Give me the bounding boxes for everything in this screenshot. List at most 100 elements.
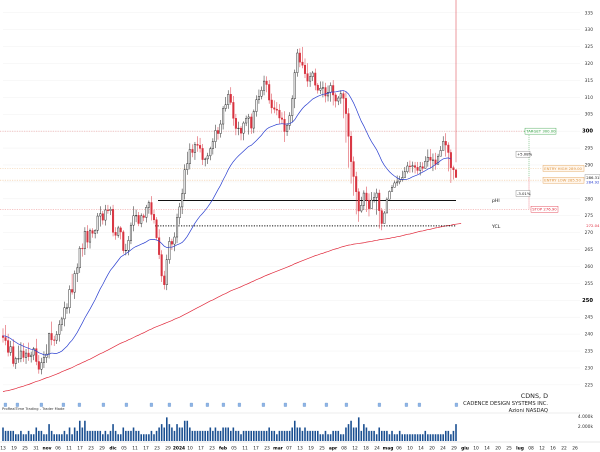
volume-bar (58, 434, 61, 441)
stop-tag-box (530, 206, 559, 213)
candle-body (106, 209, 109, 211)
date-tick-label: 22 (561, 446, 567, 452)
event-marker (404, 402, 408, 407)
volume-bar (125, 430, 127, 441)
candle-body (132, 215, 135, 226)
candle-body (158, 237, 161, 255)
volume-bar (163, 427, 166, 441)
volume-bar (237, 430, 240, 441)
volume-bar (334, 430, 337, 441)
price-tick-label: 295 (585, 146, 594, 152)
candle-body (298, 52, 301, 63)
date-tick-label: 17 (198, 446, 204, 452)
date-tick-label: 19 (11, 446, 17, 452)
candle-body (424, 161, 427, 169)
candle-body (242, 122, 245, 134)
last-price-tag-text: 286.31 (586, 175, 600, 180)
volume-bar (91, 430, 94, 441)
volume-bar (189, 427, 191, 441)
volume-bar (291, 427, 293, 441)
volume-bar (342, 434, 345, 441)
target-tag-text: TARGET 300.00 (525, 129, 556, 134)
date-tick-label: 17 (77, 446, 83, 452)
candle-body (306, 73, 309, 82)
volume-bar (25, 434, 27, 441)
price-tick-label: 235 (585, 349, 594, 355)
event-marker (205, 402, 209, 407)
pct-down-box (515, 190, 531, 197)
candle-body (337, 97, 340, 102)
candle-body (45, 353, 48, 358)
candle-body (119, 227, 122, 233)
volume-tick-label: 4.000k (578, 414, 594, 420)
volume-bar (45, 434, 48, 441)
candle-body (275, 108, 278, 111)
volume-bar (437, 434, 439, 441)
date-tick-label: 29 (451, 446, 457, 452)
date-tick-label: 13 (297, 446, 303, 452)
candle-body (14, 358, 17, 364)
volume-bar (304, 427, 306, 441)
event-marker (302, 402, 306, 407)
price-tags: TARGET 300.00 ENTRY HIGH 289.00 ENTRY LOW … (515, 127, 600, 229)
symbol-line: CDNS, D (521, 392, 548, 400)
candle-body (319, 87, 322, 91)
volume-bar (35, 427, 38, 441)
candle-body (245, 118, 248, 124)
volume-bar (245, 430, 247, 441)
candle-body (211, 141, 214, 149)
volume-bar (43, 434, 45, 441)
entry-low-tag-text: ENTRY LOW 285.50 (544, 178, 581, 183)
candle-body (40, 362, 43, 370)
volume-bar (171, 427, 173, 441)
candle-body (260, 90, 263, 97)
price-tick-label: 260 (585, 264, 594, 270)
candle-body (201, 148, 204, 160)
volume-tick-label: 2.000k (578, 424, 594, 430)
volume-bar (401, 434, 404, 441)
ma200-tag-text: 272.04 (586, 223, 600, 228)
price-tick-label: 240 (585, 332, 594, 338)
volume-bar (191, 430, 194, 441)
target-tag-box (524, 127, 557, 135)
candle-body (78, 247, 81, 269)
volume-bar (450, 434, 452, 441)
date-tick-label: 10 (473, 446, 479, 452)
candle-body (388, 191, 391, 200)
date-tick-label: giu (461, 446, 469, 452)
volume-bar (398, 430, 401, 441)
volume-bar (127, 430, 130, 441)
volume-bar (455, 424, 457, 441)
exchange-name: Azioni NASDAQ (509, 408, 548, 414)
candle-body (71, 289, 74, 293)
volume-bar (96, 430, 99, 441)
volume-bar (186, 420, 189, 441)
volume-bar (258, 430, 260, 441)
volume-bar (388, 434, 391, 441)
ma200-line (2, 223, 462, 392)
candle-body (63, 307, 66, 320)
candle-body (449, 152, 452, 168)
volume-bar (224, 427, 227, 441)
date-tick-label: 25 (22, 446, 28, 452)
date-tick-label: 11 (242, 446, 248, 452)
entry-high-tag-text: ENTRY HIGH 289.00 (544, 166, 582, 171)
volume-bar (166, 417, 168, 441)
price-tick-label: 305 (585, 112, 594, 118)
ma20-line (2, 90, 452, 356)
candle-body (383, 212, 386, 224)
candle-body (303, 64, 307, 74)
volume-bar (99, 430, 102, 441)
date-tick-label: 20 (429, 446, 435, 452)
ma200-tag-box (585, 222, 600, 229)
date-tick-label: 05 (231, 446, 237, 452)
candle-body (447, 144, 450, 153)
candle-body (76, 267, 79, 274)
volume-bar (137, 430, 140, 441)
volume-bar (40, 430, 43, 441)
candle-body (101, 213, 104, 221)
candle-body (229, 94, 232, 103)
candle-body (255, 99, 258, 112)
stop-tag-text: STOP 276.90 (532, 207, 557, 212)
candle-body (127, 240, 130, 251)
